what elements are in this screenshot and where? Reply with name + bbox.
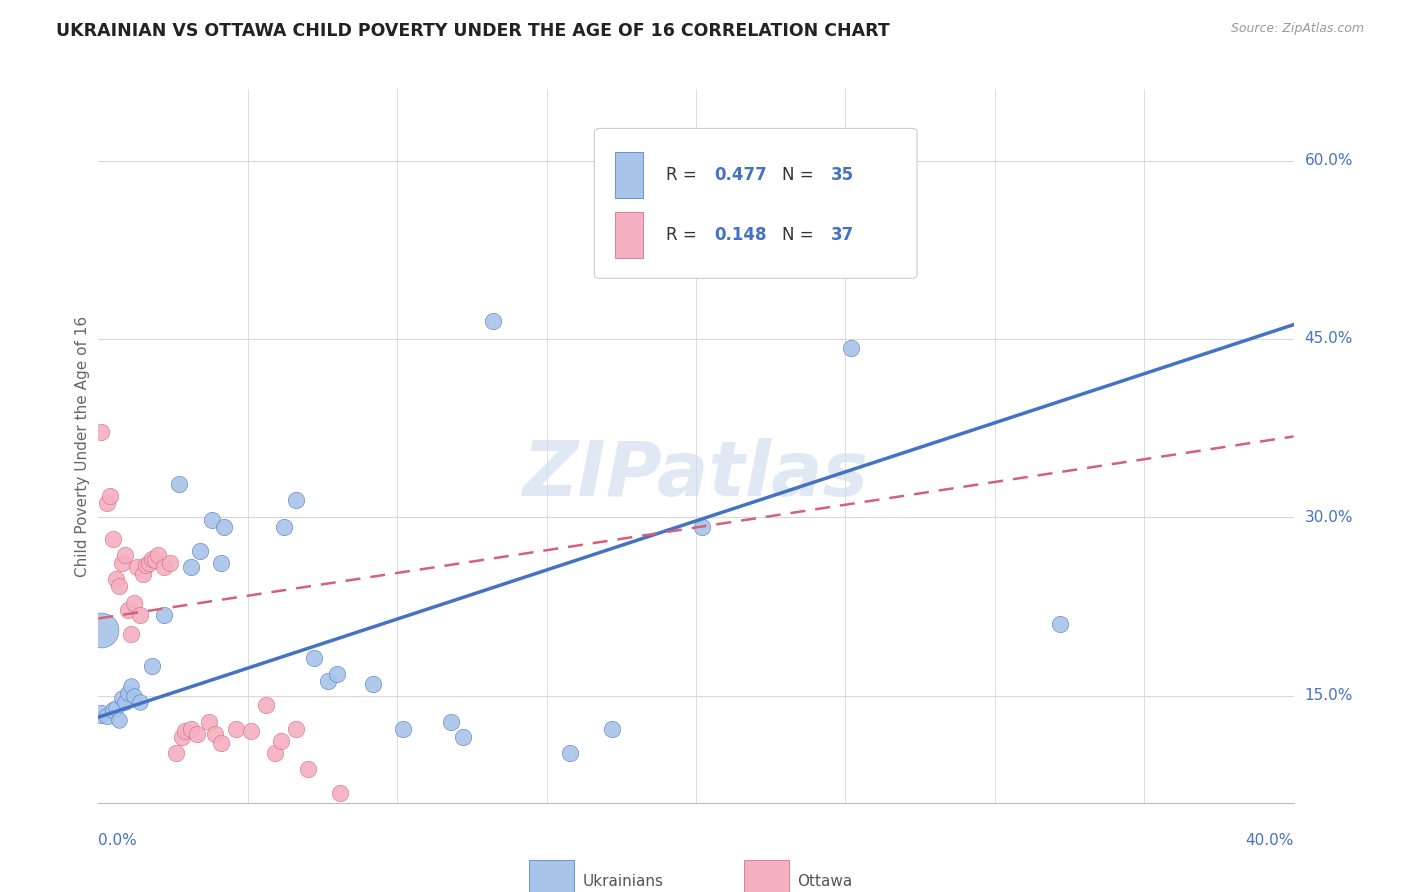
Point <box>284 492 307 507</box>
Bar <box>614 211 644 258</box>
Text: Ukrainians: Ukrainians <box>582 874 664 888</box>
Point <box>96 496 118 510</box>
Point <box>167 477 190 491</box>
Point <box>117 686 139 700</box>
Text: 0.148: 0.148 <box>714 226 766 244</box>
Point <box>124 689 146 703</box>
Point <box>239 724 262 739</box>
Point <box>120 627 142 641</box>
Point <box>90 425 112 439</box>
FancyBboxPatch shape <box>595 128 917 278</box>
Point <box>105 572 128 586</box>
Text: R =: R = <box>666 166 702 184</box>
Point <box>148 549 170 563</box>
Point <box>103 703 125 717</box>
Point <box>153 560 176 574</box>
Point <box>129 607 152 622</box>
Y-axis label: Child Poverty Under the Age of 16: Child Poverty Under the Age of 16 <box>75 316 90 576</box>
Point <box>132 567 155 582</box>
Point <box>111 691 134 706</box>
Point <box>188 543 211 558</box>
Point <box>90 706 112 721</box>
Point <box>284 722 307 736</box>
Point <box>180 560 202 574</box>
Text: R =: R = <box>666 226 702 244</box>
Point <box>135 558 157 572</box>
Point <box>690 520 713 534</box>
Text: N =: N = <box>782 166 818 184</box>
Point <box>105 700 128 714</box>
Text: 15.0%: 15.0% <box>1305 689 1353 703</box>
Point <box>273 520 295 534</box>
Point <box>254 698 277 713</box>
Point <box>117 603 139 617</box>
Text: 60.0%: 60.0% <box>1305 153 1353 168</box>
Point <box>318 674 340 689</box>
Point <box>108 713 131 727</box>
Point <box>129 695 152 709</box>
Point <box>363 677 385 691</box>
Point <box>143 553 166 567</box>
Point <box>440 714 463 729</box>
Point <box>270 734 292 748</box>
Point <box>111 556 134 570</box>
Point <box>153 607 176 622</box>
Point <box>212 520 235 534</box>
Point <box>225 722 247 736</box>
Point <box>127 560 149 574</box>
Point <box>198 714 221 729</box>
Point <box>108 579 131 593</box>
Point <box>165 746 187 760</box>
Point <box>209 736 232 750</box>
Bar <box>744 860 789 892</box>
Text: 45.0%: 45.0% <box>1305 332 1353 346</box>
Text: 40.0%: 40.0% <box>1246 833 1294 848</box>
Point <box>481 314 505 328</box>
Point <box>172 731 194 745</box>
Point <box>180 722 202 736</box>
Point <box>201 513 224 527</box>
Point <box>103 532 125 546</box>
Text: 35: 35 <box>831 166 853 184</box>
Text: N =: N = <box>782 226 818 244</box>
Point <box>326 667 349 681</box>
Point <box>392 722 415 736</box>
Text: 37: 37 <box>831 226 855 244</box>
Point <box>186 727 208 741</box>
Point <box>841 342 863 356</box>
Point <box>1049 617 1071 632</box>
Point <box>329 786 352 800</box>
Text: ZIPatlas: ZIPatlas <box>523 438 869 511</box>
Bar <box>529 860 574 892</box>
Point <box>204 727 226 741</box>
Point <box>120 679 142 693</box>
Point <box>141 552 163 566</box>
Point <box>114 695 136 709</box>
Point <box>159 556 181 570</box>
Text: 30.0%: 30.0% <box>1305 510 1353 524</box>
Point <box>560 746 582 760</box>
Point <box>174 724 197 739</box>
Text: Ottawa: Ottawa <box>797 874 853 888</box>
Point <box>302 650 325 665</box>
Text: UKRAINIAN VS OTTAWA CHILD POVERTY UNDER THE AGE OF 16 CORRELATION CHART: UKRAINIAN VS OTTAWA CHILD POVERTY UNDER … <box>56 22 890 40</box>
Text: 0.0%: 0.0% <box>98 833 138 848</box>
Point <box>90 624 112 638</box>
Point <box>263 746 285 760</box>
Point <box>138 556 160 570</box>
Point <box>209 556 232 570</box>
Point <box>141 659 163 673</box>
Point <box>451 731 474 745</box>
Point <box>297 763 319 777</box>
Point <box>98 489 122 503</box>
Point <box>114 549 136 563</box>
Point <box>96 709 118 723</box>
Bar <box>614 152 644 198</box>
Text: 0.477: 0.477 <box>714 166 766 184</box>
Point <box>600 722 623 736</box>
Text: Source: ZipAtlas.com: Source: ZipAtlas.com <box>1230 22 1364 36</box>
Point <box>124 596 146 610</box>
